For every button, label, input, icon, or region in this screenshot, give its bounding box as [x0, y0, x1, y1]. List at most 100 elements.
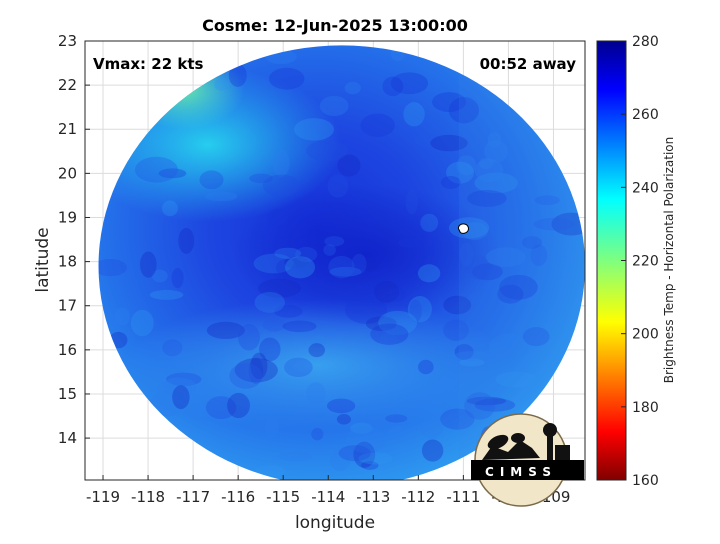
swath-texture-blob: [418, 359, 434, 375]
swath-texture-blob: [149, 289, 184, 300]
y-tick-label: 17: [58, 297, 77, 315]
storm-center-marker: [457, 223, 469, 234]
swath-texture-blob: [253, 253, 294, 274]
swath-texture-blob: [308, 343, 325, 358]
swath-texture-blob: [353, 441, 376, 468]
swath-texture-blob: [358, 452, 393, 465]
chart-title: Cosme: 12-Jun-2025 13:00:00: [202, 16, 468, 35]
swath-texture-blob: [474, 158, 504, 183]
swath-texture-blob: [497, 284, 524, 304]
swath-texture-blob: [407, 295, 432, 323]
swath-texture-blob: [161, 200, 178, 217]
swath-texture-blob: [284, 256, 309, 269]
y-tick-label: 22: [58, 76, 77, 94]
swath-texture-blob: [421, 415, 443, 440]
swath-texture-blob: [446, 161, 474, 184]
swath-texture-blob: [264, 416, 279, 438]
swath-texture-blob: [162, 339, 183, 357]
swath-texture-blob: [495, 371, 537, 388]
swath-texture-blob: [533, 217, 576, 231]
y-tick-label: 21: [58, 120, 77, 138]
swath-texture-blob: [388, 425, 405, 440]
swath-texture-blob: [306, 382, 326, 405]
swath-texture-blob: [454, 344, 474, 360]
swath-texture-blob: [274, 247, 302, 259]
vmax-annotation: Vmax: 22 kts: [93, 55, 203, 73]
swath-texture-blob: [474, 172, 519, 194]
swath-texture-blob: [158, 168, 187, 179]
swath-texture-blob: [336, 414, 351, 425]
x-tick-label: -117: [176, 488, 210, 506]
swath-texture-blob: [328, 255, 355, 279]
swath-texture-blob: [327, 174, 349, 198]
swath-texture-blob: [205, 396, 237, 420]
swath-texture-blob: [254, 465, 286, 477]
swath-texture-blob: [440, 408, 475, 430]
swath-texture-blob: [430, 134, 468, 152]
swath-texture-blob: [214, 78, 230, 91]
swath-texture-blob: [360, 113, 395, 137]
swath-texture-blob: [238, 324, 261, 351]
colorbar-tick-label: 260: [632, 107, 659, 123]
swath-texture-blob: [114, 307, 131, 326]
swath-texture-blob: [227, 392, 250, 419]
x-tick-label: -119: [86, 488, 120, 506]
swath-texture-blob: [454, 351, 491, 361]
swath-texture-blob: [459, 358, 485, 367]
swath-texture-blob: [487, 132, 502, 148]
swath-texture-blob: [248, 357, 264, 385]
swath-texture-blob: [474, 398, 516, 412]
x-tick-label: -113: [356, 488, 390, 506]
swath-texture-blob: [228, 63, 247, 87]
swath-texture-blob: [206, 321, 245, 340]
swath-texture-blob: [467, 255, 490, 280]
swath-texture-blob: [267, 208, 288, 226]
swath-texture-blob: [472, 263, 503, 281]
swath-texture-blob: [294, 118, 335, 141]
swath-texture-blob: [484, 139, 508, 163]
swath-texture-blob: [329, 266, 362, 277]
swath-texture-blob: [378, 310, 418, 336]
swath-texture-blob: [311, 334, 327, 347]
swath-texture-blob: [171, 267, 184, 289]
swath-texture-blob: [448, 97, 480, 124]
y-tick-label: 16: [58, 341, 77, 359]
swath-texture-blob: [326, 398, 356, 414]
y-axis-ticks: 14 15 16 17 18 19 20 21 22 23: [58, 32, 90, 447]
colorbar-label: Brightness Temp - Horizontal Polarizatio…: [662, 137, 676, 384]
swath-texture-blob: [345, 425, 387, 453]
swath-texture-blob: [319, 95, 349, 117]
swath-texture-blob: [488, 333, 528, 361]
y-tick-label: 15: [58, 385, 77, 403]
swath-texture-blob: [311, 427, 324, 441]
swath-texture-blob: [534, 195, 560, 206]
swath-texture-blob: [234, 358, 278, 383]
swath-texture-blob: [337, 154, 361, 177]
y-tick-label: 14: [58, 429, 77, 447]
swath-texture-blob: [199, 170, 224, 190]
colorbar-tick-label: 240: [632, 180, 659, 196]
swath-texture-blob: [284, 357, 313, 378]
swath-texture-blob: [258, 278, 302, 298]
colorbar-tick-label: 160: [632, 473, 659, 489]
swath-texture-blob: [380, 332, 398, 347]
swath-texture-blob: [250, 352, 268, 380]
swath-texture-blob: [530, 244, 548, 267]
swath-texture-blob: [139, 251, 157, 278]
swath-texture-blob: [262, 174, 301, 197]
warm-core-region: [232, 184, 500, 326]
swath-texture-blob: [373, 281, 400, 303]
swath-texture-blob: [272, 149, 290, 177]
swath-texture-blob: [249, 173, 273, 184]
swath-texture-blob: [282, 320, 317, 333]
swath-texture-blob: [440, 175, 461, 189]
swath-texture-blob: [522, 327, 550, 347]
swath-texture-blob: [285, 256, 316, 279]
x-tick-label: -114: [311, 488, 345, 506]
swath-texture-blob: [456, 155, 477, 176]
swath-texture-blob: [274, 304, 303, 318]
swath-texture-blob: [345, 296, 388, 324]
swath-texture-blob: [521, 236, 542, 249]
swath-texture-blob: [409, 299, 422, 323]
swath-texture-blob: [323, 244, 336, 256]
